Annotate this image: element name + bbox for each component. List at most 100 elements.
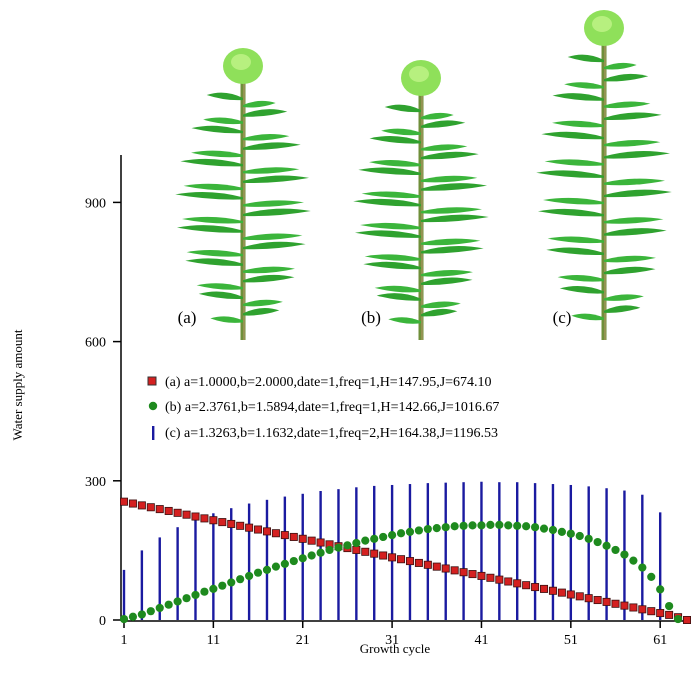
plant-leaf — [604, 178, 666, 186]
series-b-point — [495, 520, 504, 529]
x-tick-label: 41 — [474, 633, 488, 648]
series-b-point — [620, 550, 629, 559]
series-b-point — [379, 532, 388, 542]
legend-marker-c — [152, 426, 155, 440]
series-b-point — [629, 556, 638, 565]
series-b-point — [182, 594, 191, 603]
plant-leaf — [384, 104, 421, 113]
plant-leaf — [361, 191, 421, 199]
plant-leaf — [546, 247, 604, 255]
plant-leaf — [541, 131, 604, 140]
series-b-point — [593, 537, 602, 547]
legend-label-b: (b) a=2.3761,b=1.5894,date=1,freq=1,H=14… — [165, 400, 499, 415]
plant-leaf — [191, 150, 243, 158]
series-a-point — [450, 566, 459, 575]
plant-leaf — [359, 222, 421, 230]
series-b-point — [137, 610, 146, 619]
plant-leaf — [564, 82, 604, 89]
series-a-point — [513, 579, 522, 588]
series-b-point — [468, 521, 477, 530]
plant-leaf — [243, 266, 295, 274]
series-c-bar — [605, 488, 608, 620]
plant-leaf — [180, 158, 243, 167]
series-c-bar — [533, 483, 537, 620]
series-b-point — [334, 543, 343, 552]
plant-leaf — [243, 134, 290, 141]
series-c-bar — [230, 508, 233, 620]
series-a-point — [128, 499, 137, 508]
plant-leaf — [243, 175, 310, 183]
plant-leaf — [210, 316, 243, 323]
y-axis-label: Water supply amount — [10, 329, 25, 440]
series-b-point — [271, 562, 281, 571]
series-a — [120, 497, 692, 625]
series-b-point — [566, 529, 575, 538]
x-tick-label: 51 — [564, 633, 578, 648]
series-a-point — [191, 512, 200, 521]
plant-leaf — [421, 214, 489, 223]
series-c-bar — [337, 489, 340, 620]
series-a-point — [602, 597, 611, 606]
series-a-point — [584, 594, 593, 603]
series-a-point — [397, 555, 406, 564]
series-a-point — [486, 573, 495, 582]
series-c-bar — [265, 499, 269, 620]
series-a-point — [146, 503, 155, 512]
series-c-bar — [212, 513, 215, 620]
plant-leaf — [354, 230, 421, 238]
plant-leaf — [421, 175, 478, 183]
series-b-point — [575, 531, 584, 541]
plant-leaf — [243, 167, 300, 174]
series-b-point — [227, 578, 236, 587]
series-b-point — [128, 612, 138, 621]
plant-leaf — [552, 120, 604, 128]
series-c-bar — [569, 484, 573, 620]
plant-leaf — [176, 225, 243, 233]
series-a-point — [316, 538, 325, 547]
series-a-point — [504, 577, 513, 586]
series-c-bar — [498, 482, 501, 620]
plant-leaf — [185, 258, 243, 266]
series-a-point — [531, 583, 540, 592]
series-a-point — [405, 557, 414, 566]
series-b-point — [280, 559, 289, 568]
plant-leaf — [374, 285, 421, 293]
series-b-point — [155, 603, 164, 613]
series-a-point — [245, 523, 254, 532]
series-b-point — [656, 585, 665, 594]
plant-leaf — [364, 254, 421, 261]
series-c-bar — [140, 550, 144, 620]
plant-leaf — [421, 151, 479, 160]
plant-leaf — [421, 246, 484, 254]
plant-leaf — [243, 241, 306, 250]
series-b-point — [647, 572, 656, 581]
series-b-point — [352, 538, 361, 548]
series-a-point — [477, 571, 486, 580]
plant-leaf — [203, 117, 243, 125]
series-a-point — [656, 609, 665, 618]
series-a-point — [379, 551, 388, 560]
series-b-point — [423, 524, 432, 534]
series-a-point — [182, 510, 191, 519]
x-tick-label: 31 — [385, 633, 399, 648]
series-a-point — [137, 501, 146, 510]
series-b-point — [164, 600, 173, 609]
series-b-point — [486, 520, 495, 529]
series-c-bar — [247, 503, 251, 620]
legend-marker-b — [148, 401, 158, 411]
plant-flower-center — [592, 16, 612, 32]
series-b-point — [325, 545, 334, 555]
series-b-point — [459, 521, 468, 530]
series-b-point — [539, 524, 549, 533]
plant-leaf — [542, 197, 604, 205]
series-a-point — [254, 525, 263, 534]
plant-leaf — [537, 208, 604, 217]
series-a-point — [271, 529, 280, 538]
series-a-point — [495, 575, 504, 584]
series-a-point — [459, 568, 468, 577]
series-b-point — [432, 524, 441, 533]
series-b-point — [522, 522, 531, 531]
plant-label-c: (c) — [553, 308, 572, 327]
series-a-point — [227, 519, 236, 528]
plant-leaf — [196, 283, 243, 290]
